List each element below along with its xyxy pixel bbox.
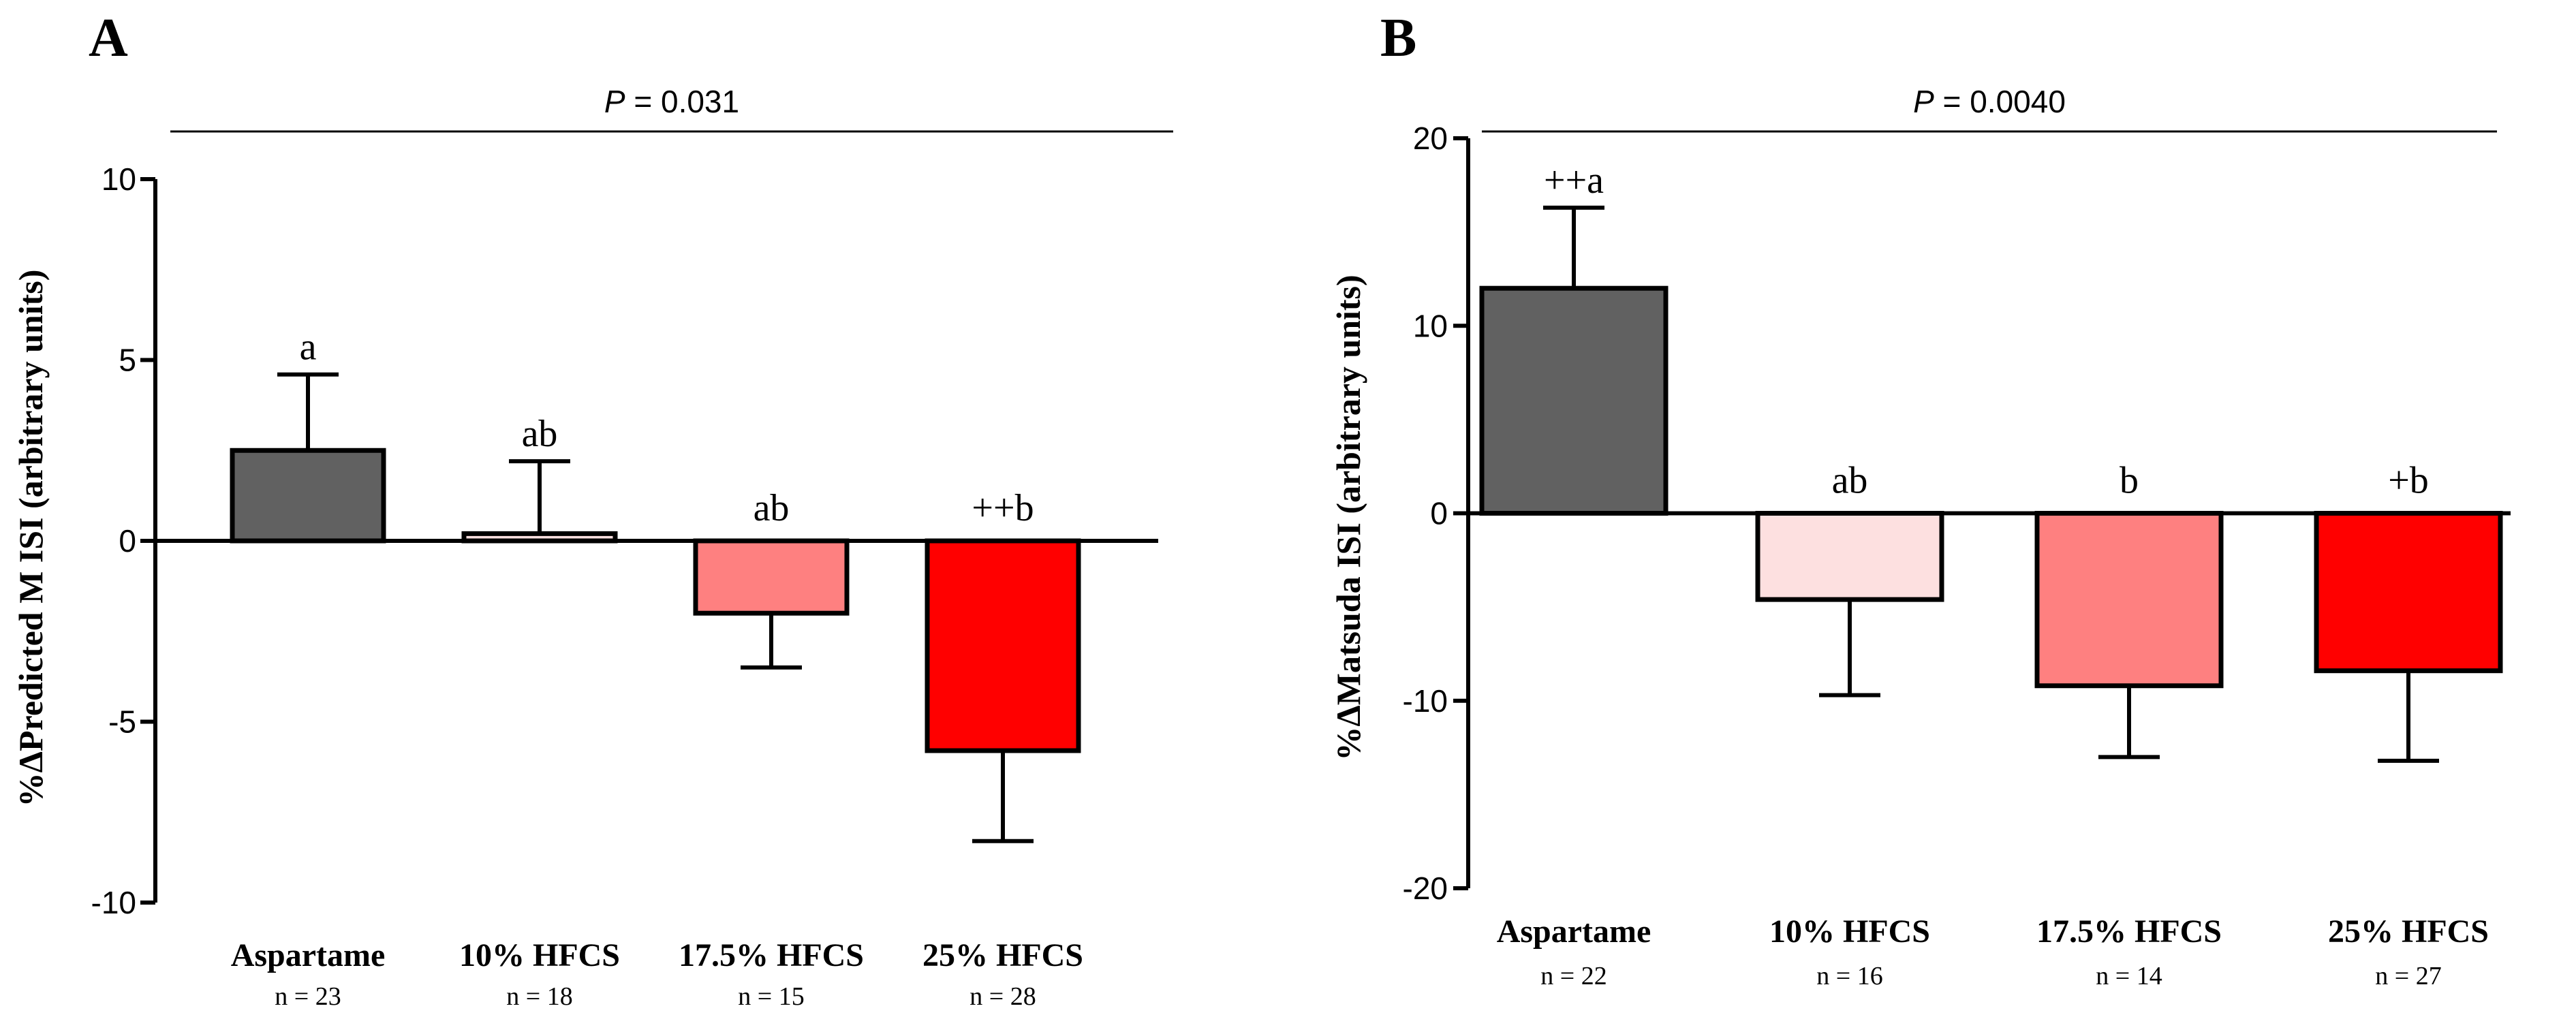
bar-marks: ++a ab b +b 20 10 0 -10 -20 Aspartame n = 22 10% HF… bbox=[1403, 121, 2511, 990]
y-tick-label: 5 bbox=[119, 343, 136, 378]
significance-label: ++b bbox=[972, 487, 1034, 529]
pvalue-prefix: P bbox=[604, 84, 625, 119]
y-axis-label: %ΔMatsuda ISI (arbitrary units) bbox=[1329, 275, 1367, 760]
sample-size-label: n = 23 bbox=[275, 982, 341, 1011]
panel-b: B P = 0.0040 ++a ab b +b 20 10 0 -10 -20 Aspartam… bbox=[1329, 8, 2511, 990]
panel-letter: A bbox=[89, 8, 128, 68]
sample-size-label: n = 22 bbox=[1540, 962, 1607, 990]
panel-a: A P = 0.031 a ab ab ++b 10 5 0 -5 -10 Aspartame n … bbox=[12, 8, 1173, 1011]
x-category-label: 17.5% HFCS bbox=[2036, 913, 2222, 950]
y-tick-label: 20 bbox=[1413, 121, 1448, 156]
x-category-label: 25% HFCS bbox=[922, 937, 1083, 973]
pvalue-text: = 0.031 bbox=[625, 84, 740, 119]
pvalue-label: P = 0.031 bbox=[604, 84, 739, 119]
significance-label: +b bbox=[2388, 460, 2429, 502]
y-tick-label: -5 bbox=[108, 704, 136, 740]
bar bbox=[925, 538, 1081, 753]
significance-label: ab bbox=[522, 413, 558, 455]
y-tick-label: -10 bbox=[91, 885, 136, 920]
x-category-label: 10% HFCS bbox=[459, 937, 620, 973]
panel-letter: B bbox=[1380, 8, 1416, 68]
x-category-label: Aspartame bbox=[1497, 913, 1651, 950]
pvalue-text: = 0.0040 bbox=[1934, 84, 2066, 119]
pvalue-label: P = 0.0040 bbox=[1913, 84, 2066, 119]
significance-label: b bbox=[2120, 460, 2139, 502]
x-category-label: Aspartame bbox=[231, 937, 386, 973]
x-category-label: 25% HFCS bbox=[2328, 913, 2489, 950]
sample-size-label: n = 28 bbox=[969, 982, 1036, 1011]
bar bbox=[230, 448, 386, 544]
sample-size-label: n = 18 bbox=[506, 982, 572, 1011]
x-category-label: 10% HFCS bbox=[1769, 913, 1930, 950]
y-tick-label: -20 bbox=[1403, 871, 1448, 906]
bar bbox=[2034, 511, 2224, 689]
y-tick-label: -10 bbox=[1403, 683, 1448, 719]
sample-size-label: n = 16 bbox=[1816, 962, 1882, 990]
y-tick-label: 10 bbox=[1413, 308, 1448, 343]
y-tick-label: 10 bbox=[102, 161, 136, 197]
y-tick-label: 0 bbox=[1430, 496, 1448, 531]
significance-label: a bbox=[300, 326, 317, 369]
y-tick-label: 0 bbox=[119, 523, 136, 559]
sample-size-label: n = 15 bbox=[738, 982, 804, 1011]
significance-label: ++a bbox=[1544, 159, 1604, 202]
bar bbox=[2314, 511, 2503, 674]
y-axis-label: %ΔPredicted M ISI (arbitrary units) bbox=[12, 270, 50, 807]
bar bbox=[693, 538, 850, 616]
sample-size-label: n = 27 bbox=[2375, 962, 2441, 990]
significance-label: ab bbox=[1832, 460, 1868, 502]
significance-label: ab bbox=[754, 487, 790, 529]
x-category-label: 17.5% HFCS bbox=[679, 937, 864, 973]
pvalue-prefix: P bbox=[1913, 84, 1934, 119]
bar bbox=[1755, 511, 1944, 602]
bar-marks: a ab ab ++b 10 5 0 -5 -10 Aspartame n = 23 10% HFCS… bbox=[91, 161, 1158, 1011]
sample-size-label: n = 14 bbox=[2096, 962, 2162, 990]
bar bbox=[1479, 285, 1669, 516]
